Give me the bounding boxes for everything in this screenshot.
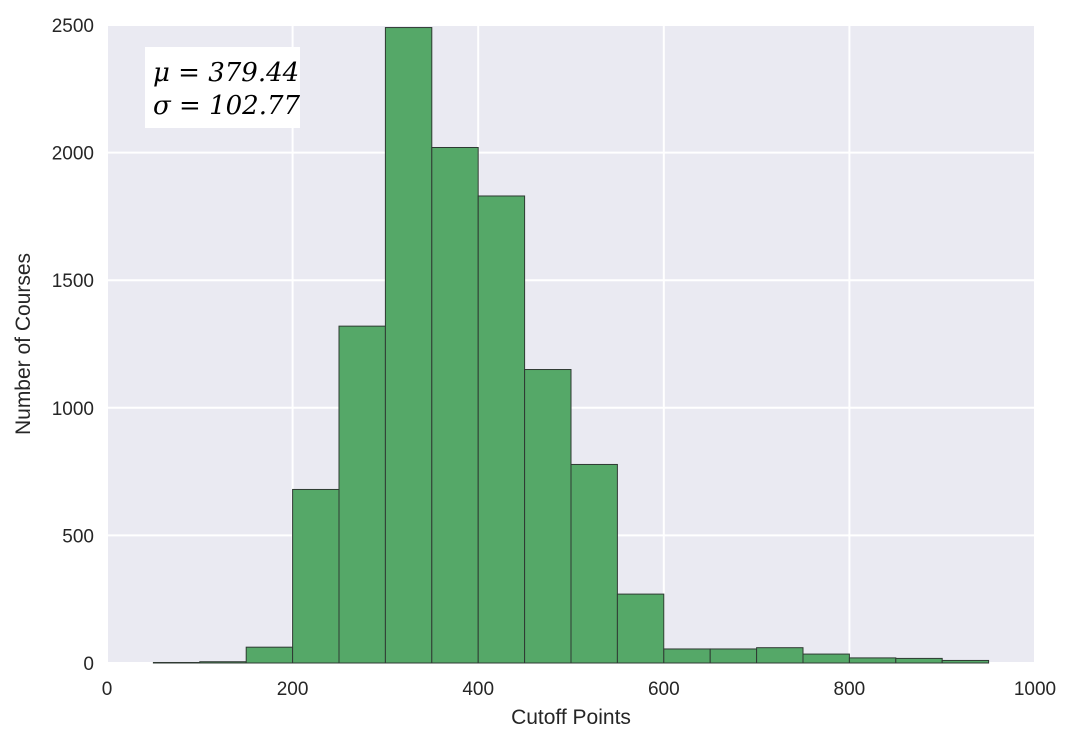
histogram-bar — [848, 657, 897, 664]
histogram-bar — [152, 661, 201, 664]
histogram-bar — [663, 648, 711, 664]
histogram-bar — [524, 369, 572, 664]
x-tick-labels: 0 200 400 600 800 1000 — [102, 679, 1056, 700]
stats-annotation: μ = 379.44 σ = 102.77 — [145, 47, 300, 128]
y-tick-label: 500 — [62, 526, 94, 547]
histogram-bar — [245, 646, 294, 664]
x-tick-label: 200 — [277, 679, 309, 700]
stats-std: σ = 102.77 — [153, 91, 300, 121]
stats-annotation-box — [145, 47, 300, 128]
histogram-bar — [431, 146, 479, 664]
x-axis-label: Cutoff Points — [511, 706, 631, 729]
histogram-bars — [152, 27, 990, 664]
histogram-bar — [802, 653, 850, 664]
histogram-bar — [292, 488, 340, 664]
histogram-bar — [756, 647, 804, 664]
x-tick-label: 400 — [462, 679, 494, 700]
histogram-bar — [384, 27, 433, 664]
histogram-bar — [570, 463, 618, 664]
y-tick-label: 1500 — [52, 271, 94, 292]
x-tick-label: 800 — [834, 679, 866, 700]
histogram-bar — [709, 648, 758, 664]
histogram-bar — [338, 325, 386, 664]
y-tick-label: 2000 — [52, 144, 94, 165]
y-tick-label: 0 — [83, 654, 94, 675]
y-tick-labels: 0 500 1000 1500 2000 2500 — [52, 16, 94, 675]
y-axis-label: Number of Courses — [12, 253, 35, 435]
histogram-bar — [477, 195, 526, 664]
x-tick-label: 600 — [648, 679, 680, 700]
histogram-bar — [199, 661, 247, 664]
x-tick-label: 1000 — [1014, 679, 1056, 700]
histogram-bar — [895, 657, 943, 664]
y-tick-label: 2500 — [52, 16, 94, 37]
stats-mean: μ = 379.44 — [153, 58, 299, 88]
x-tick-label: 0 — [102, 679, 113, 700]
histogram-bar — [941, 659, 990, 664]
histogram-bar — [616, 593, 665, 664]
y-tick-label: 1000 — [52, 399, 94, 420]
